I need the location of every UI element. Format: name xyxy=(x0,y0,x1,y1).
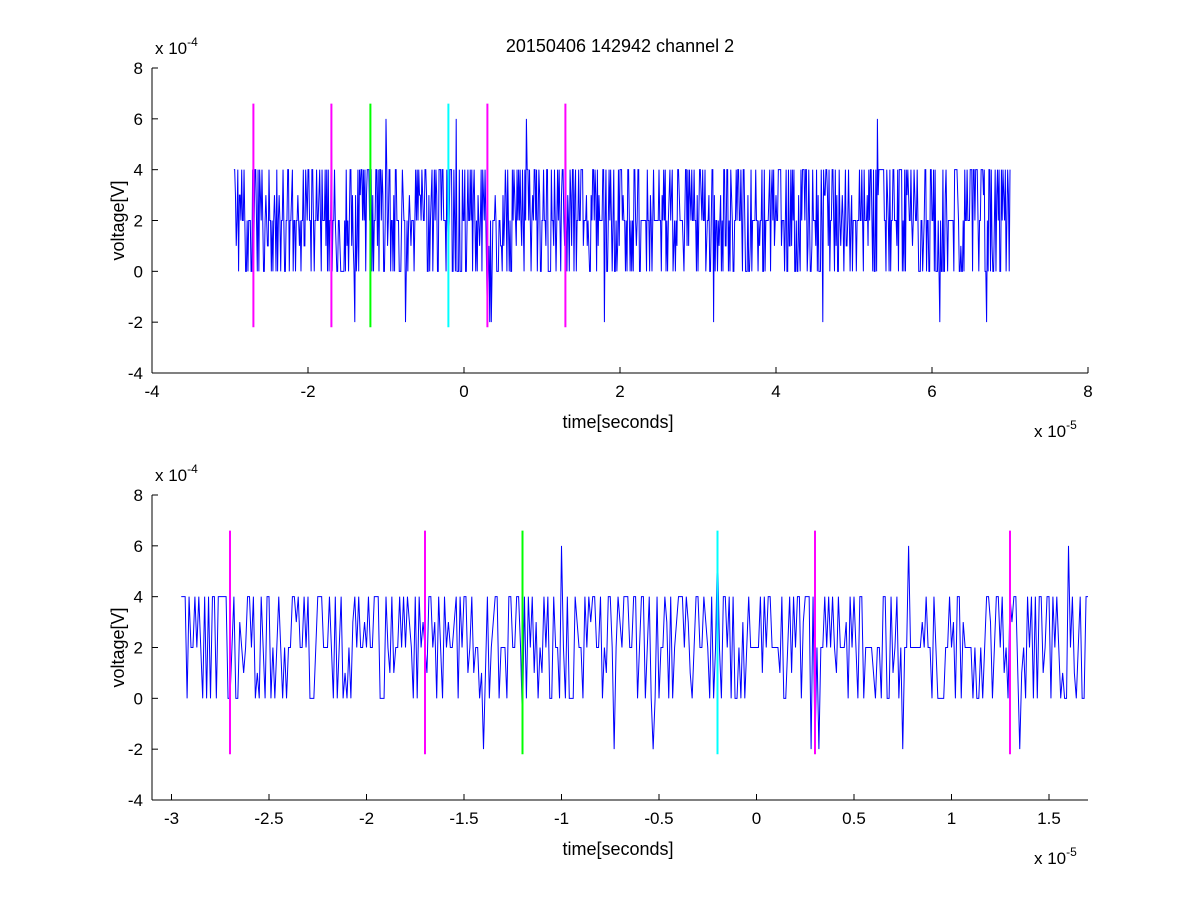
x-tick-label: -2.5 xyxy=(254,809,283,828)
y-multiplier-exponent: -4 xyxy=(187,462,198,476)
x-axis-label: time[seconds] xyxy=(562,412,673,432)
bottom-plot: -3 -2.5 -2 -1.5 -1 -0.5 0 0.5 1 1.5 -4 -2 0 2 4 6 8 time[… xyxy=(108,462,1088,868)
y-tick-label: -2 xyxy=(128,740,143,759)
x-tick-label: -1 xyxy=(554,809,569,828)
y-multiplier-label: x 10-4 xyxy=(155,35,198,58)
x-tick-label: -4 xyxy=(144,382,159,401)
y-axis-label: voltage[V] xyxy=(108,607,128,687)
x-tick-label: -2 xyxy=(300,382,315,401)
x-multiplier-base: x 10 xyxy=(1034,422,1066,441)
x-tick-label: -1.5 xyxy=(449,809,478,828)
x-tick-label: 0 xyxy=(459,382,468,401)
x-tick-label: 0.5 xyxy=(842,809,866,828)
y-tick-label: 2 xyxy=(134,639,143,658)
x-tick-label: 1.5 xyxy=(1037,809,1061,828)
x-tick-label: -0.5 xyxy=(644,809,673,828)
y-tick-label: 8 xyxy=(134,59,143,78)
x-axis-label: time[seconds] xyxy=(562,839,673,859)
y-tick-label: 6 xyxy=(134,537,143,556)
x-multiplier-base: x 10 xyxy=(1034,849,1066,868)
y-multiplier-exponent: -4 xyxy=(187,35,198,49)
y-multiplier-base: x 10 xyxy=(155,466,187,485)
figure-title: 20150406 142942 channel 2 xyxy=(506,36,734,56)
signal-trace xyxy=(181,545,1088,750)
y-tick-label: 6 xyxy=(134,110,143,129)
x-tick-label: 4 xyxy=(771,382,780,401)
signal-trace xyxy=(233,118,1011,323)
y-tick-label: 8 xyxy=(134,486,143,505)
y-tick-label: 2 xyxy=(134,212,143,231)
y-multiplier-label: x 10-4 xyxy=(155,462,198,485)
y-tick-label: 0 xyxy=(134,262,143,281)
x-multiplier-exponent: -5 xyxy=(1066,845,1077,859)
x-tick-label: -3 xyxy=(164,809,179,828)
x-tick-label: 1 xyxy=(947,809,956,828)
x-multiplier-label: x 10-5 xyxy=(1034,418,1077,441)
x-tick-label: -2 xyxy=(359,809,374,828)
top-plot: -4 -2 0 2 4 6 8 -4 -2 0 2 4 6 8 time[seconds] voltage[V… xyxy=(108,35,1093,441)
x-tick-label: 0 xyxy=(752,809,761,828)
y-tick-label: 4 xyxy=(134,588,143,607)
y-tick-label: 4 xyxy=(134,161,143,180)
y-axis-label: voltage[V] xyxy=(108,180,128,260)
x-tick-label: 2 xyxy=(615,382,624,401)
y-tick-label: -2 xyxy=(128,313,143,332)
y-multiplier-base: x 10 xyxy=(155,39,187,58)
y-tick-label: 0 xyxy=(134,689,143,708)
x-tick-label: 6 xyxy=(927,382,936,401)
x-multiplier-label: x 10-5 xyxy=(1034,845,1077,868)
x-multiplier-exponent: -5 xyxy=(1066,418,1077,432)
x-tick-label: 8 xyxy=(1083,382,1092,401)
y-tick-label: -4 xyxy=(128,791,143,810)
y-tick-label: -4 xyxy=(128,364,143,383)
